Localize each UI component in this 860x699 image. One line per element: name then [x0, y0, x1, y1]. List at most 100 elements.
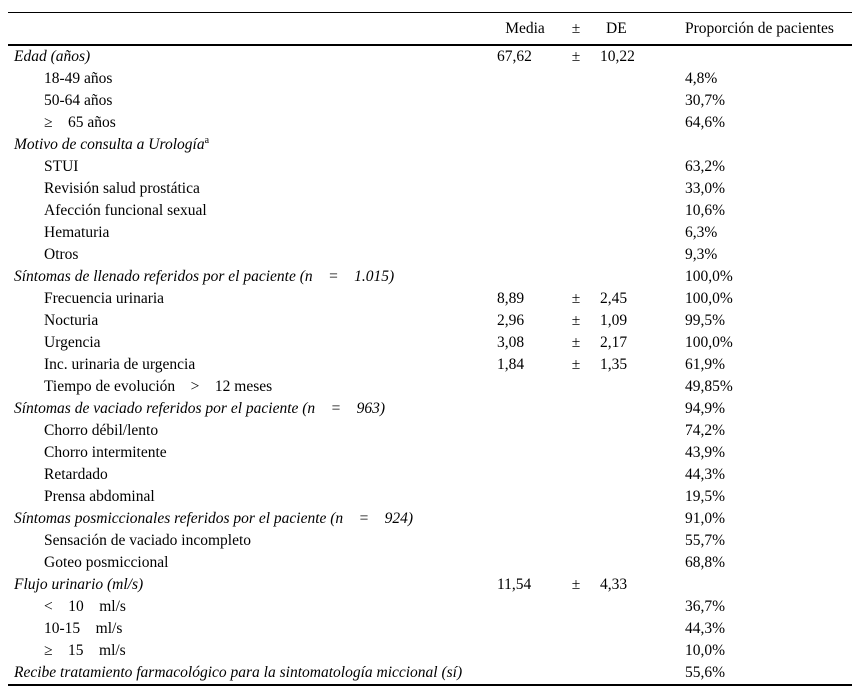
cell-proportion: 30,7%: [685, 92, 726, 109]
cell-plus-minus: [560, 530, 592, 552]
row-label: Frecuencia urinaria: [8, 288, 490, 310]
row-label-text: Revisión salud prostática: [44, 180, 200, 197]
row-label-text: Prensa abdominal: [44, 488, 155, 505]
row-label-text: < 10 ml/s: [44, 598, 126, 615]
row-label: Hematuria: [8, 222, 490, 244]
row-label: Goteo posmiccional: [8, 552, 490, 574]
cell-de: 10,22: [600, 48, 635, 65]
cell-media: 3,08: [497, 334, 525, 351]
row-label: Flujo urinario (ml/s): [8, 574, 490, 596]
cell-proportion: [672, 46, 852, 68]
cell-de: 2,45: [600, 290, 628, 307]
cell-media: [490, 222, 560, 244]
cell-media: [490, 376, 560, 398]
cell-de: [592, 244, 672, 266]
cell-de: [592, 464, 672, 486]
cell-proportion: 68,8%: [685, 554, 726, 571]
cell-media: [490, 552, 560, 574]
table-row: Recibe tratamiento farmacológico para la…: [8, 662, 852, 684]
cell-plus-minus: [560, 442, 592, 464]
cell-plus-minus: ±: [571, 312, 581, 329]
cell-media: 1,84: [497, 356, 525, 373]
row-label-text: Tiempo de evolución > 12 meses: [44, 378, 273, 395]
cell-proportion: 33,0%: [685, 180, 726, 197]
cell-plus-minus: ±: [571, 48, 581, 65]
row-label-text: 18-49 años: [44, 70, 113, 87]
cell-plus-minus: ±: [571, 576, 581, 593]
row-label: ≥ 65 años: [8, 112, 490, 134]
cell-de: [592, 552, 672, 574]
cell-proportion: 100,0%: [685, 268, 733, 285]
cell-proportion: 74,2%: [685, 422, 726, 439]
row-label-text: Inc. urinaria de urgencia: [44, 356, 196, 373]
patient-characteristics-table: Media ± DE Proporción de pacientes Edad …: [8, 12, 852, 686]
table-row: Revisión salud prostática 33,0%: [8, 178, 852, 200]
cell-media: [490, 200, 560, 222]
cell-media: [490, 640, 560, 662]
row-label: < 10 ml/s: [8, 596, 490, 618]
cell-proportion: 19,5%: [685, 488, 726, 505]
row-label-text: Afección funcional sexual: [44, 202, 207, 219]
cell-proportion: [672, 574, 852, 596]
table-row: Nocturia 2,96 ± 1,09 99,5%: [8, 310, 852, 332]
cell-media: [490, 486, 560, 508]
row-label: Tiempo de evolución > 12 meses: [8, 376, 490, 398]
cell-plus-minus: ±: [571, 356, 581, 373]
table-row: Síntomas de llenado referidos por el pac…: [8, 266, 852, 288]
row-label-text: Síntomas posmiccionales referidos por el…: [14, 510, 414, 527]
table-row: Síntomas posmiccionales referidos por el…: [8, 508, 852, 530]
cell-proportion: 61,9%: [685, 356, 726, 373]
table-row: Inc. urinaria de urgencia 1,84 ± 1,35 61…: [8, 354, 852, 376]
cell-media: [490, 530, 560, 552]
cell-proportion: 55,6%: [685, 664, 726, 681]
row-label: Recibe tratamiento farmacológico para la…: [8, 662, 490, 684]
cell-plus-minus: [560, 156, 592, 178]
cell-de: [592, 508, 672, 530]
cell-plus-minus: [560, 90, 592, 112]
row-label: Inc. urinaria de urgencia: [8, 354, 490, 376]
cell-proportion: 63,2%: [685, 158, 726, 175]
table-row: ≥ 65 años 64,6%: [8, 112, 852, 134]
cell-proportion: [672, 134, 852, 156]
table-row: ≥ 15 ml/s 10,0%: [8, 640, 852, 662]
cell-media: [490, 90, 560, 112]
cell-de: 1,09: [600, 312, 628, 329]
cell-proportion: 94,9%: [685, 400, 726, 417]
cell-media: [490, 596, 560, 618]
col-header-proportion: Proporción de pacientes: [685, 20, 834, 37]
cell-proportion: 43,9%: [685, 444, 726, 461]
cell-media: [490, 266, 560, 288]
row-label: Afección funcional sexual: [8, 200, 490, 222]
col-header-plus-minus: ±: [571, 20, 581, 37]
table-row: Sensación de vaciado incompleto 55,7%: [8, 530, 852, 552]
cell-de: 2,17: [600, 334, 628, 351]
cell-media: 2,96: [497, 312, 525, 329]
cell-de: [592, 90, 672, 112]
row-label-text: Hematuria: [44, 224, 110, 241]
cell-proportion: 9,3%: [685, 246, 718, 263]
col-header-empty: [8, 13, 490, 44]
table-row: Síntomas de vaciado referidos por el pac…: [8, 398, 852, 420]
row-label: Urgencia: [8, 332, 490, 354]
cell-plus-minus: [560, 486, 592, 508]
cell-proportion: 10,6%: [685, 202, 726, 219]
cell-media: [490, 398, 560, 420]
table-row: 10-15 ml/s 44,3%: [8, 618, 852, 640]
cell-media: 11,54: [497, 576, 532, 593]
cell-de: [592, 398, 672, 420]
table-row: Flujo urinario (ml/s) 11,54 ± 4,33: [8, 574, 852, 596]
table-row: 50-64 años 30,7%: [8, 90, 852, 112]
cell-proportion: 99,5%: [685, 312, 726, 329]
cell-plus-minus: [560, 662, 592, 684]
table-row: Urgencia 3,08 ± 2,17 100,0%: [8, 332, 852, 354]
cell-plus-minus: [560, 508, 592, 530]
table-row: Frecuencia urinaria 8,89 ± 2,45 100,0%: [8, 288, 852, 310]
cell-plus-minus: [560, 134, 592, 156]
cell-proportion: 44,3%: [685, 466, 726, 483]
cell-de: [592, 618, 672, 640]
row-label: Síntomas posmiccionales referidos por el…: [8, 508, 490, 530]
cell-proportion: 6,3%: [685, 224, 718, 241]
table-body: Edad (años) 67,62 ± 10,22 18-49 años 4,8…: [8, 46, 852, 684]
row-label-text: Urgencia: [44, 334, 101, 351]
cell-plus-minus: [560, 464, 592, 486]
